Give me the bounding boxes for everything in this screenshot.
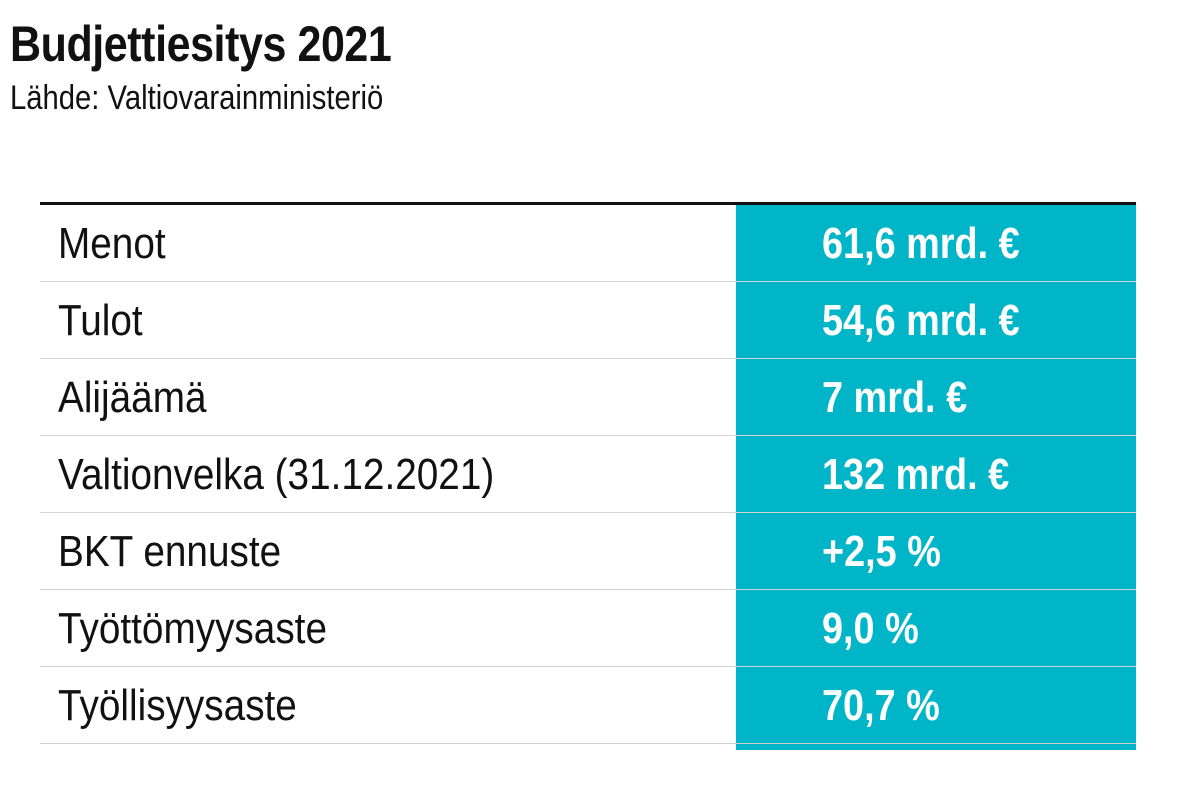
row-value: 9,0 % xyxy=(822,604,919,653)
table-row: Alijäämä 7 mrd. € xyxy=(40,359,1136,436)
row-label: Valtionvelka (31.12.2021) xyxy=(58,450,495,499)
budget-table: Menot 61,6 mrd. € Tulot 54,6 mrd. € Alij… xyxy=(40,202,1136,750)
row-label: Työttömyysaste xyxy=(58,604,327,653)
row-value: 70,7 % xyxy=(822,681,940,730)
chart-source: Lähde: Valtiovarainministeriö xyxy=(10,79,384,117)
row-label: Tulot xyxy=(58,296,143,345)
table-row: Valtionvelka (31.12.2021) 132 mrd. € xyxy=(40,436,1136,513)
table-row: Työllisyysaste 70,7 % xyxy=(40,667,1136,744)
row-label: Työllisyysaste xyxy=(58,681,297,730)
row-value: 132 mrd. € xyxy=(822,450,1010,499)
row-label: Alijäämä xyxy=(58,373,207,422)
row-value: 7 mrd. € xyxy=(822,373,968,422)
table-row: Tulot 54,6 mrd. € xyxy=(40,282,1136,359)
value-column-background xyxy=(736,205,1136,750)
table-row: Työttömyysaste 9,0 % xyxy=(40,590,1136,667)
table-row: BKT ennuste +2,5 % xyxy=(40,513,1136,590)
row-value: +2,5 % xyxy=(822,527,941,576)
row-label: Menot xyxy=(58,219,166,268)
row-value: 61,6 mrd. € xyxy=(822,219,1020,268)
table-row: Menot 61,6 mrd. € xyxy=(40,205,1136,282)
row-label: BKT ennuste xyxy=(58,527,282,576)
row-value: 54,6 mrd. € xyxy=(822,296,1020,345)
chart-title: Budjettiesitys 2021 xyxy=(10,16,392,72)
